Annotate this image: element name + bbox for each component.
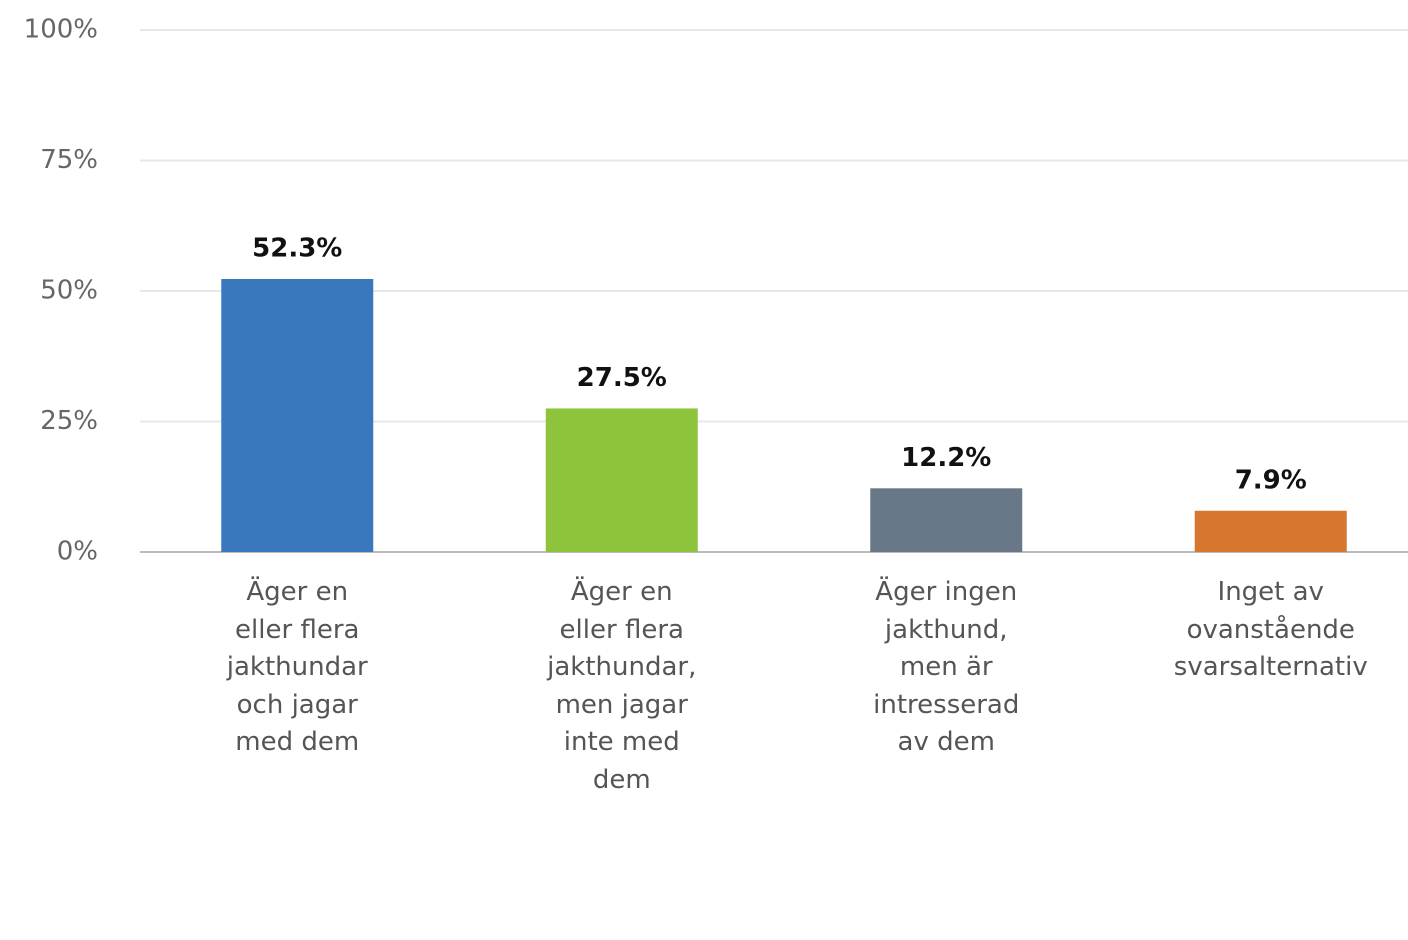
x-tick-label: Äger ingen jakthund, men är intresserad …: [873, 577, 1020, 757]
data-label: 7.9%: [1235, 465, 1307, 495]
bar: [870, 488, 1023, 552]
y-tick-label: 0%: [57, 537, 98, 567]
x-tick-label: Inget av ovanstående svarsalternativ: [1173, 577, 1368, 682]
bar: [1194, 510, 1347, 552]
bar: [545, 408, 698, 552]
data-label: 52.3%: [252, 233, 342, 263]
data-label: 12.2%: [901, 443, 991, 473]
x-tick-label: Äger en eller flera jakthundar, men jaga…: [547, 577, 697, 795]
y-tick-label: 75%: [40, 145, 98, 175]
bar: [221, 278, 374, 552]
x-tick-label: Äger en eller flera jakthundar och jagar…: [226, 577, 368, 757]
data-label: 27.5%: [577, 363, 667, 393]
y-tick-label: 25%: [40, 406, 98, 436]
y-tick-label: 50%: [40, 276, 98, 306]
y-tick-label: 100%: [24, 15, 98, 45]
